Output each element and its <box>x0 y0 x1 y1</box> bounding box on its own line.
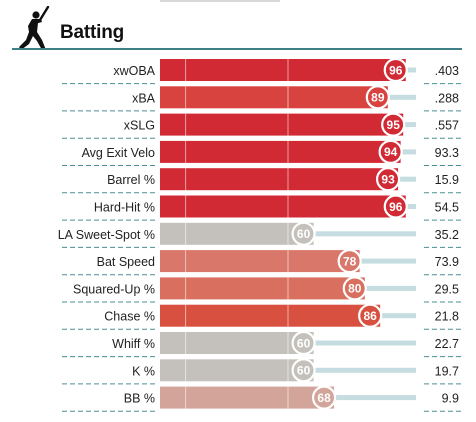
percentile-bar <box>160 195 406 218</box>
percentile-bar <box>160 168 399 191</box>
metric-value: 73.9 <box>435 255 459 269</box>
batter-silhouette-icon <box>19 6 50 50</box>
percentile-label: 89 <box>371 91 385 105</box>
percentile-label: 96 <box>389 63 403 77</box>
metric-label: Whiff % <box>112 337 155 351</box>
metric-row: 78 Bat Speed 73.9 <box>62 249 462 276</box>
metric-value: 21.8 <box>435 310 459 324</box>
metric-value: 22.7 <box>435 337 459 351</box>
metric-value: 9.9 <box>442 392 459 406</box>
percentile-label: 60 <box>297 227 311 241</box>
metric-row: 96 xwOBA .403 <box>62 57 462 85</box>
metric-value: .557 <box>435 119 459 133</box>
percentile-label: 68 <box>317 391 331 405</box>
metric-value: 15.9 <box>435 173 459 187</box>
metric-value: 54.5 <box>435 201 459 215</box>
percentile-bar <box>160 277 365 300</box>
percentile-label: 78 <box>343 254 357 268</box>
percentile-label: 95 <box>387 118 401 132</box>
metric-label: Squared-Up % <box>73 282 155 296</box>
percentile-badge <box>291 358 316 383</box>
percentile-label: 86 <box>363 309 377 323</box>
percentile-badge <box>291 330 316 356</box>
percentile-badge <box>378 139 403 164</box>
metric-row: 86 Chase % 21.8 <box>62 303 462 330</box>
metric-row: 60 Whiff % 22.7 <box>62 330 462 358</box>
percentile-bar <box>160 386 335 409</box>
metric-label: K % <box>132 364 155 378</box>
percentile-label: 94 <box>384 145 398 159</box>
metric-label: Chase % <box>104 310 155 324</box>
metric-value: 93.3 <box>435 146 459 160</box>
metric-label: Bat Speed <box>97 255 155 269</box>
metric-label: LA Sweet-Spot % <box>58 228 155 242</box>
percentile-badge <box>291 221 316 246</box>
percentile-badge <box>383 194 408 219</box>
metric-row: 60 LA Sweet-Spot % 35.2 <box>58 221 462 248</box>
metric-row: 95 xSLG .557 <box>62 112 462 139</box>
metric-value: 19.7 <box>435 364 459 378</box>
metric-label: xBA <box>132 91 156 105</box>
percentile-bar <box>160 86 388 109</box>
percentile-badge <box>342 276 367 301</box>
metric-row: 68 BB % 9.9 <box>62 385 462 412</box>
percentile-badge <box>375 167 401 192</box>
metric-label: BB % <box>124 392 155 406</box>
percentile-badge <box>383 57 408 83</box>
percentile-bar <box>160 250 360 273</box>
metric-row: 94 Avg Exit Velo 93.3 <box>62 139 462 166</box>
percentile-badge <box>358 303 383 328</box>
percentile-bar <box>160 332 314 354</box>
metric-label: Hard-Hit % <box>94 201 155 215</box>
metric-label: xSLG <box>124 119 155 133</box>
percentile-badge <box>337 249 362 274</box>
percentile-bar <box>160 222 314 245</box>
metric-value: 29.5 <box>435 282 459 296</box>
metric-label: Avg Exit Velo <box>82 146 155 160</box>
metric-value: 35.2 <box>435 228 459 242</box>
percentile-label: 96 <box>389 200 403 214</box>
percentile-bar <box>160 140 401 163</box>
percentile-badge <box>311 385 337 410</box>
metric-row: 60 K % 19.7 <box>62 358 462 385</box>
percentile-label: 60 <box>297 364 311 378</box>
metric-row: 89 xBA .288 <box>62 85 462 112</box>
header-rule <box>12 48 462 50</box>
top-divider <box>160 0 280 2</box>
percentile-bar <box>160 59 406 81</box>
section-title: Batting <box>60 22 125 43</box>
metric-value: .288 <box>435 91 459 105</box>
percentile-bar <box>160 113 404 136</box>
percentile-badge <box>365 85 390 110</box>
section-header: Batting <box>0 0 476 56</box>
percentile-label: 93 <box>381 173 395 187</box>
metric-label: xwOBA <box>113 64 155 78</box>
metric-label: Barrel % <box>107 173 155 187</box>
percentile-label: 80 <box>348 282 362 296</box>
metric-row: 93 Barrel % 15.9 <box>62 167 462 194</box>
percentile-bar <box>160 359 314 382</box>
percentile-bar <box>160 304 381 327</box>
percentile-badge <box>381 112 406 137</box>
percentile-label: 60 <box>297 336 311 350</box>
metric-value: .403 <box>435 64 459 78</box>
metric-row: 80 Squared-Up % 29.5 <box>62 276 462 303</box>
metric-row: 96 Hard-Hit % 54.5 <box>62 194 462 221</box>
